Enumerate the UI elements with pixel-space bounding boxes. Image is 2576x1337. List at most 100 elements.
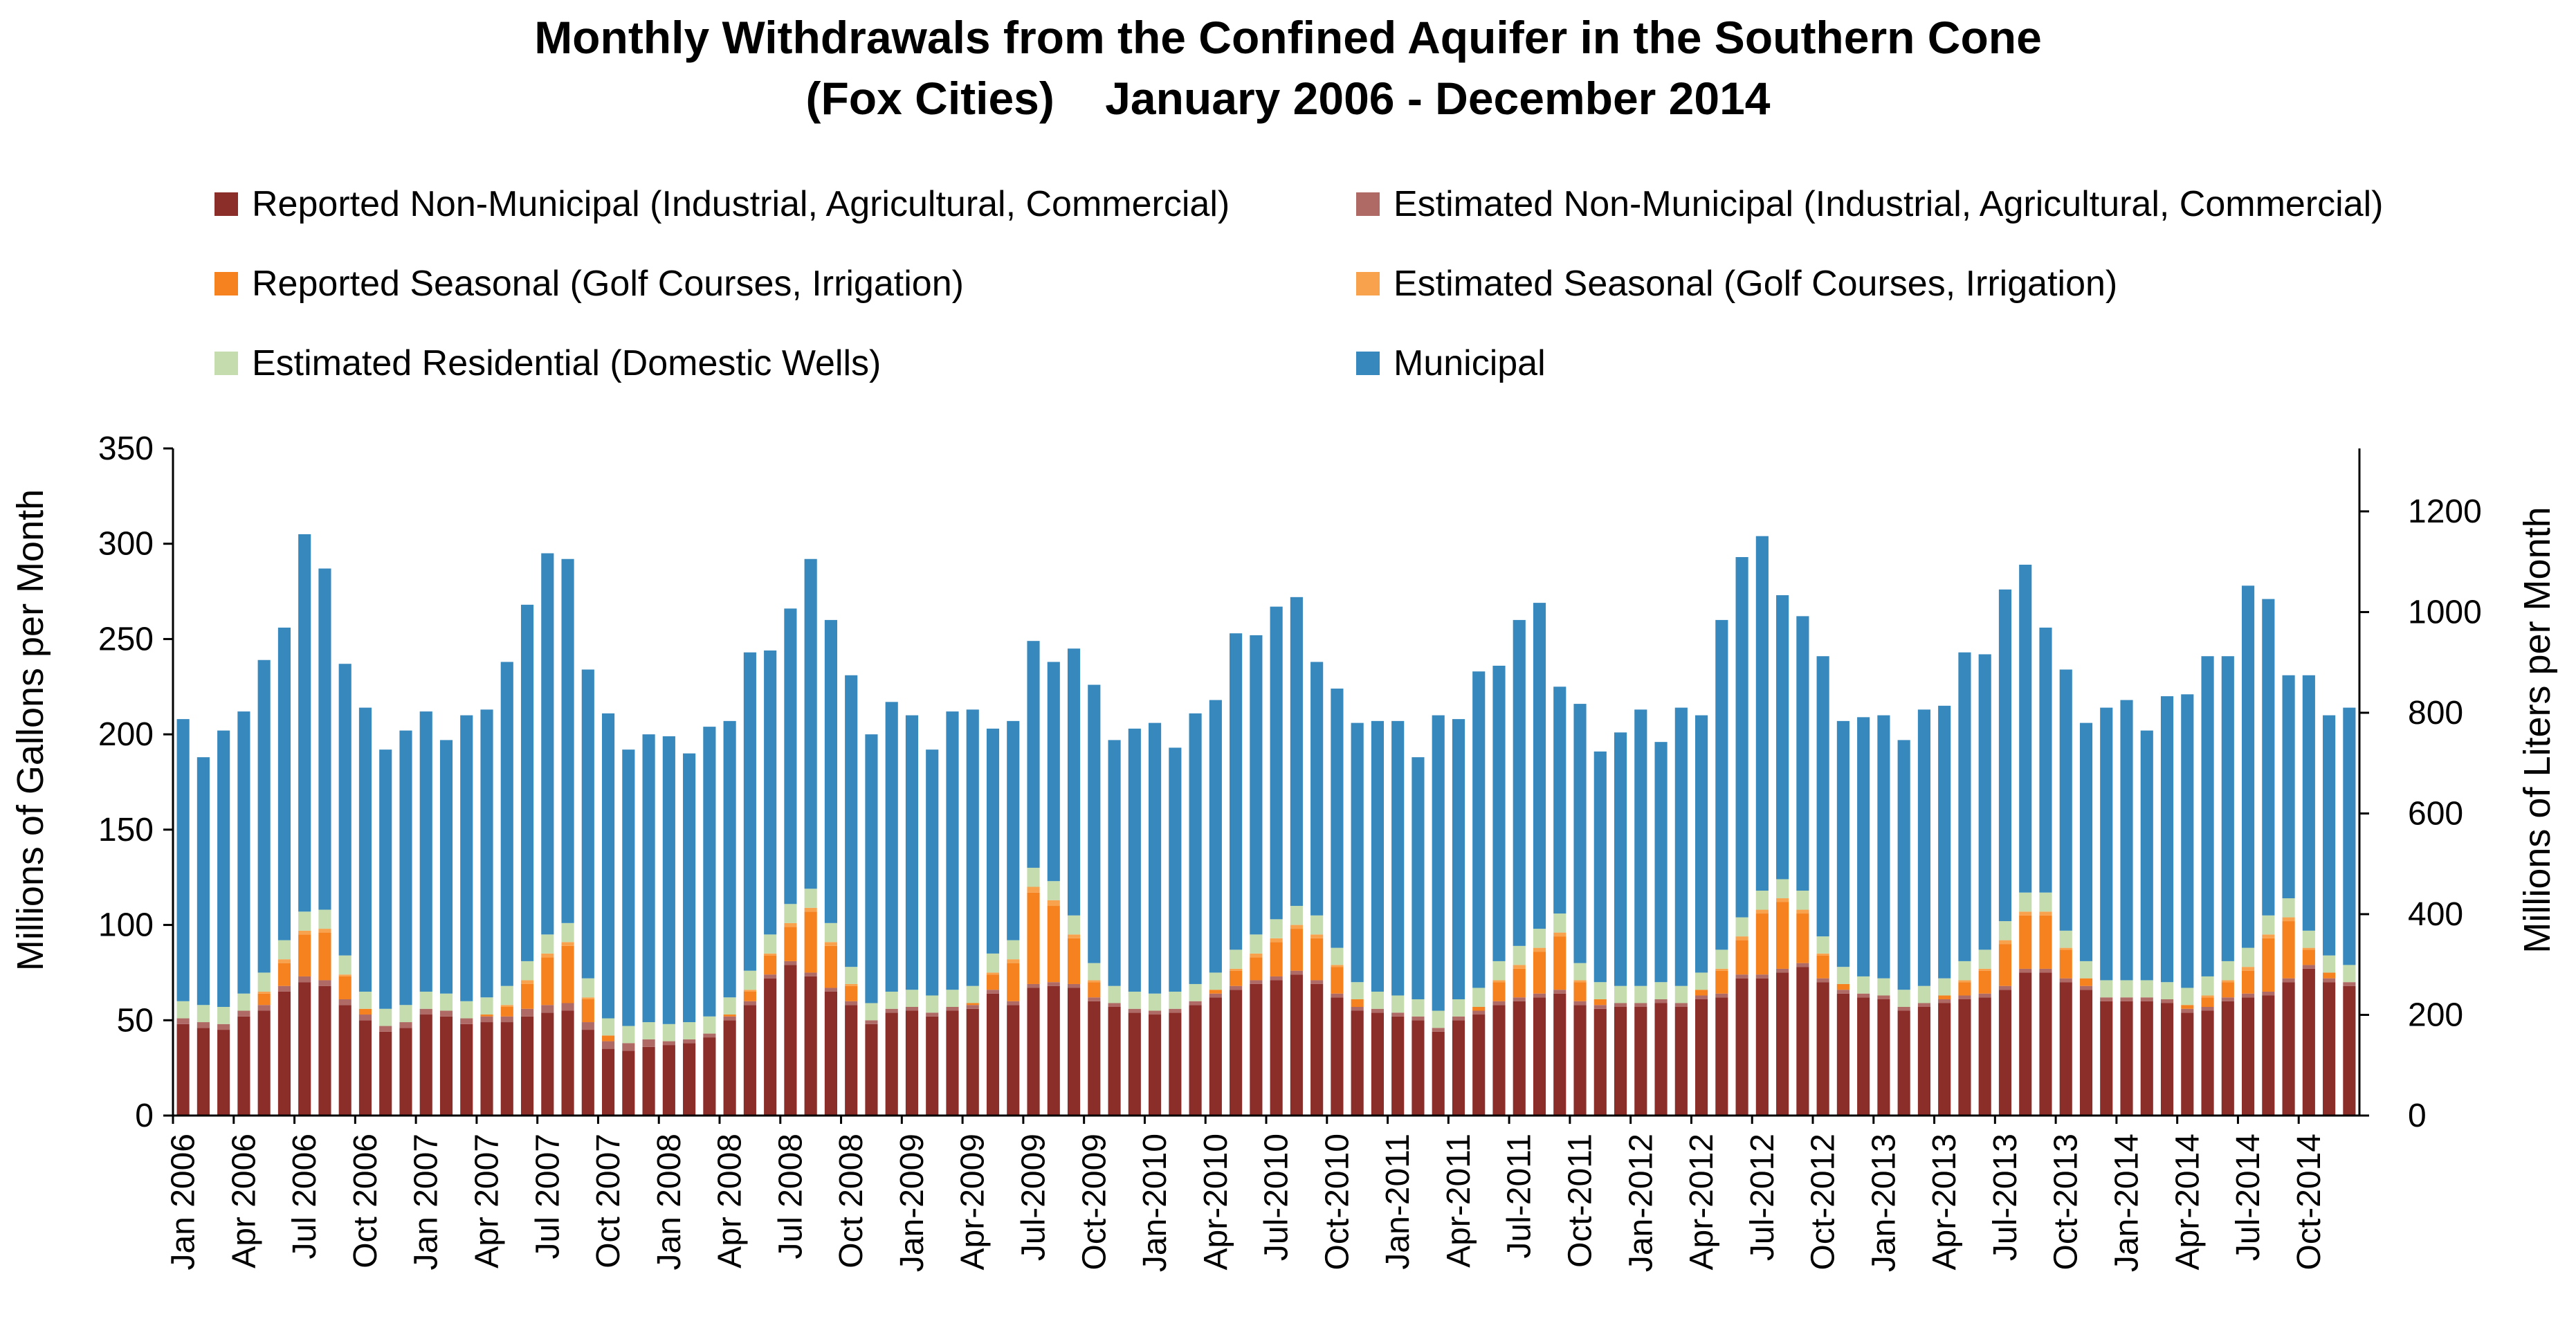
bar-segment-municipal	[885, 702, 898, 992]
bar-segment-municipal	[298, 534, 311, 912]
bar-segment-municipal	[784, 608, 797, 904]
bar-segment-1	[439, 1016, 453, 1116]
bar-segment-4	[2039, 911, 2052, 916]
bar-segment-3	[764, 955, 777, 975]
bar-segment-1	[379, 1031, 392, 1116]
bar-segment-5	[824, 922, 837, 943]
bar-segment-2	[1816, 978, 1829, 983]
legend-item-reported-non-municipal: Reported Non-Municipal (Industrial, Agri…	[214, 183, 1230, 225]
y-tick-label-left: 200	[98, 716, 154, 753]
bar-segment-3	[2221, 982, 2234, 998]
bar-segment-3	[1310, 938, 1324, 981]
bar-segment-1	[2201, 1010, 2214, 1116]
bar-segment-3	[2242, 970, 2255, 994]
bar-segment-5	[561, 922, 574, 943]
y-tick-label-right: 600	[2408, 795, 2463, 832]
bar-segment-5	[662, 1024, 675, 1042]
legend: Reported Non-Municipal (Industrial, Agri…	[214, 183, 2498, 419]
bar-segment-municipal	[662, 736, 675, 1024]
bar-segment-2	[1391, 1012, 1405, 1017]
bar-segment-5	[703, 1016, 716, 1034]
bar-segment-3	[257, 993, 271, 1006]
bar-segment-1	[1432, 1031, 1445, 1116]
bar-segment-2	[2059, 978, 2072, 983]
bar-segment-1	[1897, 1010, 1910, 1116]
bar-segment-2	[986, 990, 1000, 994]
bar-segment-2	[743, 1001, 756, 1006]
bar-segment-4	[277, 959, 291, 963]
bar-segment-3	[2201, 997, 2214, 1008]
bar-segment-municipal	[581, 669, 594, 979]
bar-segment-5	[2019, 892, 2032, 912]
bar-segment-5	[723, 997, 736, 1015]
bar-segment-2	[2140, 997, 2153, 1001]
bar-segment-2	[1958, 995, 1971, 999]
bar-segment-1	[1836, 993, 1849, 1116]
bar-segment-3	[1836, 983, 1849, 990]
bar-segment-municipal	[1938, 705, 1951, 979]
bar-segment-4	[1553, 932, 1566, 937]
bar-segment-5	[1230, 949, 1243, 969]
bar-segment-3	[986, 974, 1000, 990]
bar-segment-2	[2160, 999, 2174, 1003]
bar-segment-3	[2262, 938, 2275, 992]
legend-item-municipal: Municipal	[1356, 343, 1546, 384]
bar-segment-5	[1189, 983, 1202, 1001]
bar-segment-5	[1027, 867, 1040, 887]
bar-segment-1	[1755, 978, 1769, 1116]
bar-segment-1	[683, 1043, 696, 1116]
bar-segment-2	[318, 980, 331, 986]
bar-segment-1	[1270, 980, 1283, 1116]
bar-segment-municipal	[419, 711, 432, 992]
bar-segment-5	[1614, 985, 1627, 1003]
legend-label-estimated-non-municipal: Estimated Non-Municipal (Industrial, Agr…	[1394, 184, 2384, 224]
bar-segment-1	[1614, 1007, 1627, 1116]
legend-swatch-estimated-seasonal	[1356, 272, 1380, 295]
bar-segment-4	[1331, 965, 1344, 967]
bar-segment-2	[1553, 990, 1566, 994]
x-tick-label: Apr-2011	[1441, 1134, 1477, 1268]
legend-swatch-reported-non-municipal	[214, 192, 238, 216]
bar-segment-1	[2100, 1001, 2113, 1116]
bar-segment-5	[176, 1001, 190, 1019]
bar-segment-1	[2039, 972, 2052, 1116]
bar-segment-1	[1310, 983, 1324, 1116]
bar-segment-1	[1654, 1003, 1668, 1116]
bar-segment-5	[1391, 995, 1405, 1013]
bar-segment-5	[946, 990, 959, 1008]
bar-segment-5	[2201, 976, 2214, 996]
bar-segment-2	[500, 1016, 513, 1023]
y-tick-label-left: 150	[98, 812, 154, 848]
bar-segment-municipal	[2019, 565, 2032, 893]
bar-segment-4	[500, 1005, 513, 1008]
bar-segment-5	[419, 991, 432, 1009]
y-tick-label-left: 350	[98, 430, 154, 467]
legend-label-estimated-seasonal: Estimated Seasonal (Golf Courses, Irriga…	[1394, 264, 2118, 304]
bar-segment-5	[1857, 976, 1870, 994]
bar-segment-municipal	[480, 709, 493, 998]
bar-segment-2	[2039, 968, 2052, 973]
bar-segment-5	[318, 909, 331, 929]
legend-label-reported-non-municipal: Reported Non-Municipal (Industrial, Agri…	[252, 184, 1230, 224]
bar-segment-2	[1634, 1003, 1647, 1008]
bar-segment-5	[1816, 936, 1829, 954]
x-tick-label: Oct 2007	[590, 1134, 627, 1268]
bar-segment-1	[520, 1016, 534, 1116]
bar-segment-1	[946, 1010, 959, 1116]
bar-segment-1	[1776, 972, 1789, 1116]
bar-segment-1	[1189, 1005, 1202, 1116]
bar-segment-2	[1533, 993, 1546, 998]
bar-segment-municipal	[865, 734, 878, 1003]
bar-segment-municipal	[176, 719, 190, 1001]
bar-segment-municipal	[1857, 717, 1870, 976]
bar-segment-4	[318, 929, 331, 933]
bar-segment-1	[1938, 1003, 1951, 1116]
bar-segment-3	[2039, 915, 2052, 969]
bar-segment-1	[2242, 997, 2255, 1116]
bar-segment-municipal	[2221, 656, 2234, 961]
bar-segment-municipal	[2302, 675, 2315, 931]
bar-segment-5	[1250, 934, 1263, 954]
bar-segment-1	[1047, 985, 1060, 1116]
bar-segment-municipal	[1250, 635, 1263, 935]
